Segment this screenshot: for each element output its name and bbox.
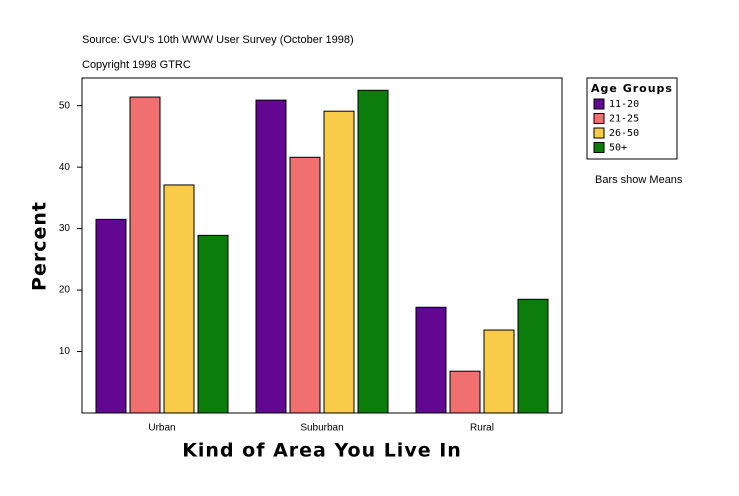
- source: Source: GVU's 10th WWW User Survey (Octo…: [82, 34, 354, 46]
- legend-label: 21-25: [609, 114, 639, 125]
- x-tick-label: Rural: [470, 423, 494, 434]
- y-axis-label: Percent: [29, 201, 51, 291]
- bar: [323, 110, 355, 414]
- x-tick-label: Suburban: [300, 423, 343, 434]
- bar: [449, 370, 481, 414]
- plot-frame: [81, 77, 563, 414]
- legend-swatch: [593, 142, 605, 153]
- bar: [163, 184, 195, 414]
- bar: [95, 218, 127, 414]
- y-tick-label: 20: [59, 285, 71, 296]
- bar: [289, 156, 321, 414]
- bar: [255, 99, 287, 414]
- x-tick-label: Urban: [148, 423, 175, 434]
- legend-swatch: [593, 98, 605, 110]
- y-tick-label: 50: [59, 100, 71, 111]
- legend-label: 11-20: [609, 99, 639, 110]
- y-tick-label: 40: [59, 162, 71, 173]
- bar: [197, 234, 229, 414]
- legend-swatch: [593, 127, 605, 139]
- legend-label: 50+: [609, 143, 627, 154]
- bar: [483, 329, 515, 414]
- copyright: Copyright 1998 GTRC: [82, 59, 191, 71]
- legend-swatch: [593, 113, 605, 124]
- bar: [415, 306, 447, 414]
- bar: [357, 89, 389, 414]
- x-axis-label: Kind of Area You Live In: [182, 440, 462, 462]
- bar: [517, 298, 549, 414]
- legend-label: 26-50: [609, 128, 639, 139]
- note: Bars show Means: [595, 174, 683, 186]
- bar: [129, 96, 161, 414]
- y-tick-label: 10: [59, 346, 71, 357]
- legend-title: Age Groups: [591, 82, 673, 95]
- y-tick-label: 30: [59, 223, 71, 234]
